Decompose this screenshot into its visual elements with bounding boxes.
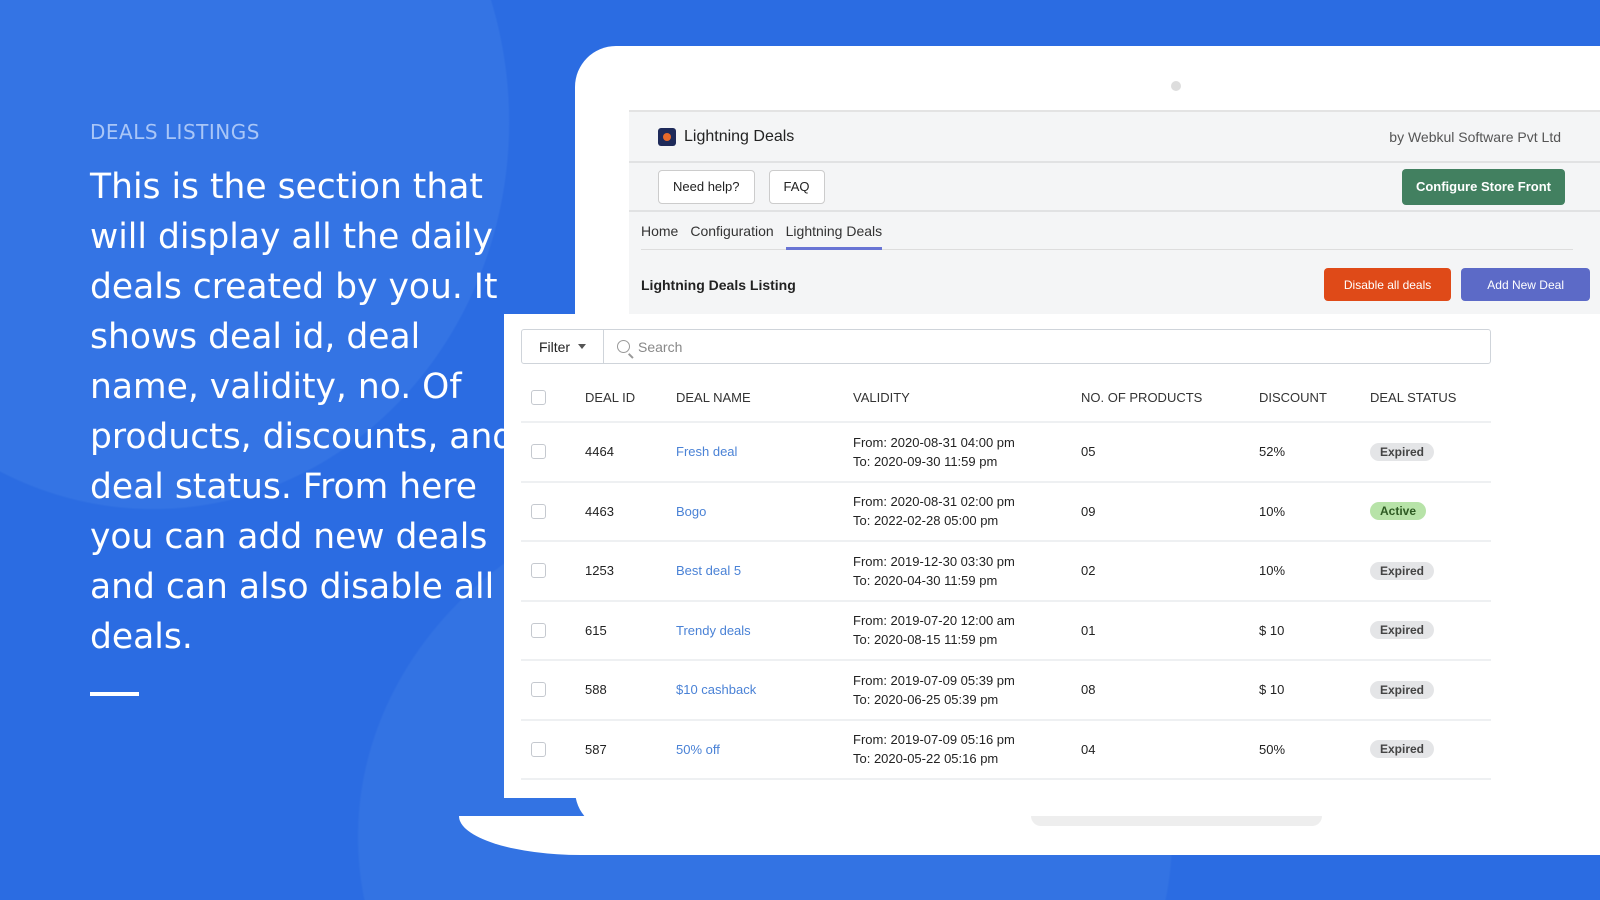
divider — [90, 692, 139, 696]
laptop-notch — [1031, 816, 1322, 826]
disable-all-deals-button[interactable]: Disable all deals — [1323, 268, 1452, 301]
header-validity[interactable]: VALIDITY — [853, 373, 1081, 423]
valid-to: To: 2020-06-25 05:39 pm — [853, 691, 999, 707]
header-deal-id[interactable]: DEAL ID — [585, 373, 676, 423]
deals-table-card: Filter DEAL ID DEAL NAME VALIDITY NO. OF… — [504, 314, 1508, 798]
discount: $ 10 — [1259, 660, 1370, 721]
add-new-deal-button[interactable]: Add New Deal — [1461, 268, 1590, 301]
row-checkbox[interactable] — [531, 682, 546, 698]
app-title: Lightning Deals — [684, 127, 795, 145]
filter-label: Filter — [538, 338, 571, 355]
deal-id: 1253 — [585, 541, 676, 602]
discount: 50% — [1259, 719, 1370, 780]
deal-id: 4464 — [585, 422, 676, 483]
tab-configuration[interactable]: Configuration — [690, 222, 774, 239]
page-title: Lightning Deals Listing — [641, 276, 796, 293]
product-count: 09 — [1081, 481, 1259, 542]
faq-button[interactable]: FAQ — [768, 169, 825, 204]
search-icon — [617, 340, 630, 353]
status-badge: Expired — [1370, 442, 1435, 461]
row-checkbox[interactable] — [531, 741, 546, 757]
valid-from: From: 2020-08-31 02:00 pm — [853, 494, 1015, 510]
tab-lightning-deals[interactable]: Lightning Deals — [785, 212, 883, 250]
caret-down-icon — [578, 344, 587, 349]
status-badge: Expired — [1370, 621, 1435, 640]
product-count: 05 — [1081, 422, 1259, 483]
deal-name-link[interactable]: Bogo — [676, 503, 707, 519]
deal-name-link[interactable]: Best deal 5 — [676, 563, 742, 579]
valid-to: To: 2020-08-15 11:59 pm — [853, 632, 998, 648]
filter-dropdown[interactable]: Filter — [522, 330, 604, 363]
vendor-label: by Webkul Software Pvt Ltd — [1389, 128, 1561, 145]
deal-id: 588 — [585, 660, 676, 721]
valid-to: To: 2020-04-30 11:59 pm — [853, 572, 998, 588]
section-kicker: DEALS LISTINGS — [90, 120, 260, 144]
row-checkbox[interactable] — [531, 563, 546, 579]
discount: 10% — [1259, 541, 1370, 602]
header-status[interactable]: DEAL STATUS — [1370, 373, 1491, 423]
deal-name-link[interactable]: $10 cashback — [676, 682, 757, 698]
deal-name-link[interactable]: Trendy deals — [676, 622, 751, 638]
tab-home[interactable]: Home — [641, 222, 679, 239]
valid-from: From: 2019-07-20 12:00 am — [853, 613, 1015, 629]
header-products[interactable]: NO. OF PRODUCTS — [1081, 373, 1259, 423]
select-all-checkbox[interactable] — [531, 389, 546, 405]
intro-panel: DEALS LISTINGS This is the section that … — [90, 120, 520, 696]
valid-from: From: 2019-12-30 03:30 pm — [853, 553, 1015, 569]
search-bar: Filter — [521, 329, 1491, 364]
row-checkbox[interactable] — [531, 444, 546, 460]
status-badge: Active — [1370, 502, 1427, 521]
deal-id: 615 — [585, 600, 676, 661]
discount: $ 10 — [1259, 600, 1370, 661]
listing-header: Lightning Deals Listing Disable all deal… — [629, 268, 1600, 301]
table-row: 4464 Fresh deal From: 2020-08-31 04:00 p… — [521, 422, 1491, 483]
header-discount[interactable]: DISCOUNT — [1259, 373, 1370, 423]
product-count: 02 — [1081, 541, 1259, 602]
product-count: 04 — [1081, 719, 1259, 780]
deal-id: 4463 — [585, 481, 676, 542]
header-deal-name[interactable]: DEAL NAME — [676, 373, 853, 423]
valid-to: To: 2020-05-22 05:16 pm — [853, 751, 999, 767]
discount: 52% — [1259, 422, 1370, 483]
search-input[interactable] — [638, 338, 1490, 355]
product-count: 08 — [1081, 660, 1259, 721]
configure-store-front-button[interactable]: Configure Store Front — [1401, 168, 1565, 205]
valid-from: From: 2019-07-09 05:16 pm — [853, 732, 1015, 748]
table-row: 587 50% off From: 2019-07-09 05:16 pm To:… — [521, 719, 1491, 780]
discount: 10% — [1259, 481, 1370, 542]
deal-name-link[interactable]: 50% off — [676, 741, 720, 757]
table-row: 615 Trendy deals From: 2019-07-20 12:00 … — [521, 600, 1491, 661]
status-badge: Expired — [1370, 680, 1435, 699]
status-badge: Expired — [1370, 561, 1435, 580]
toolbar: Need help? FAQ Configure Store Front — [629, 163, 1600, 212]
row-checkbox[interactable] — [531, 622, 546, 638]
valid-from: From: 2020-08-31 04:00 pm — [853, 434, 1015, 450]
deal-name-link[interactable]: Fresh deal — [676, 444, 738, 460]
valid-to: To: 2020-09-30 11:59 pm — [853, 453, 998, 469]
need-help-button[interactable]: Need help? — [658, 169, 755, 204]
nav-tabs: Home Configuration Lightning Deals — [641, 212, 1573, 250]
product-count: 01 — [1081, 600, 1259, 661]
laptop-base — [459, 816, 1600, 855]
camera-dot — [1171, 81, 1181, 91]
row-checkbox[interactable] — [531, 503, 546, 519]
section-description: This is the section that will display al… — [90, 167, 515, 657]
app-window: Lightning Deals by Webkul Software Pvt L… — [629, 110, 1600, 314]
status-badge: Expired — [1370, 740, 1435, 759]
deal-id: 587 — [585, 719, 676, 780]
app-logo-icon — [658, 127, 676, 146]
table-row: 4463 Bogo From: 2020-08-31 02:00 pm To: 2… — [521, 481, 1491, 542]
valid-from: From: 2019-07-09 05:39 pm — [853, 672, 1015, 688]
table-header-row: DEAL ID DEAL NAME VALIDITY NO. OF PRODUC… — [521, 373, 1491, 423]
table-row: 588 $10 cashback From: 2019-07-09 05:39 … — [521, 660, 1491, 721]
app-header: Lightning Deals by Webkul Software Pvt L… — [629, 112, 1600, 163]
table-row: 1253 Best deal 5 From: 2019-12-30 03:30 … — [521, 541, 1491, 602]
valid-to: To: 2022-02-28 05:00 pm — [853, 513, 999, 529]
deals-table: DEAL ID DEAL NAME VALIDITY NO. OF PRODUC… — [521, 373, 1491, 780]
